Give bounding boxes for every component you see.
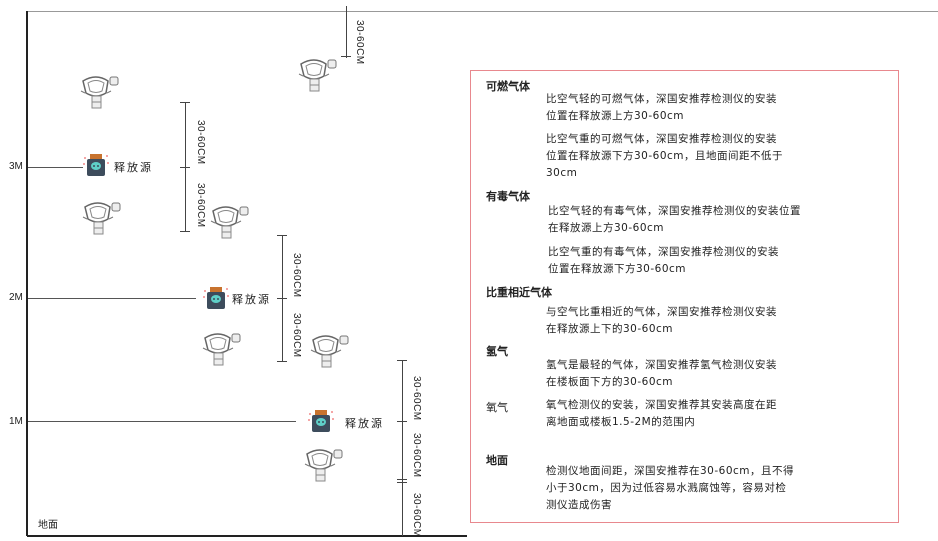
dimension-tick: [397, 421, 407, 422]
section-title-ground: 地面: [486, 454, 508, 467]
guideline-paragraph: 检测仪地面间距，深国安推荐在30-60cm，且不得 小于30cm，因为过低容易水溅…: [546, 465, 795, 511]
dimension-label: 30-60CM: [195, 120, 206, 165]
gas-detector-icon: [208, 203, 252, 243]
release-source-icon: [308, 408, 334, 438]
dimension-line: [402, 360, 403, 536]
release-source-label: 释放源: [114, 161, 153, 174]
level-1m-line: [28, 421, 296, 422]
guideline-paragraph: 与空气比重相近的气体，深国安推荐检测仪安装 在释放源上下的30-60cm: [546, 306, 777, 335]
ground-label: 地面: [38, 520, 58, 531]
level-3m-line: [28, 167, 83, 168]
gas-detector-icon: [78, 73, 122, 113]
dimension-tick: [180, 231, 190, 232]
dimension-label: 30-60CM: [411, 433, 422, 478]
release-source-icon: [203, 285, 229, 315]
gas-detector-icon: [302, 446, 346, 486]
wall-line: [26, 11, 28, 536]
dimension-tick: [180, 102, 190, 103]
dimension-label: 30-60CM: [195, 183, 206, 228]
dimension-label: 30-60CM: [354, 20, 365, 65]
guideline-paragraph: 比空气重的有毒气体，深国安推荐检测仪的安装 位置在释放源下方30-60cm: [548, 246, 779, 275]
level-1m-label: 1M: [9, 416, 23, 427]
dimension-tick: [397, 360, 407, 361]
section-title-hydrogen: 氢气: [486, 345, 508, 358]
dimension-tick: [277, 235, 287, 236]
gas-detector-icon: [308, 332, 352, 372]
dimension-label: 30-60CM: [411, 493, 422, 538]
dimension-label: 30-60CM: [291, 253, 302, 298]
section-title-similar-density: 比重相近气体: [486, 286, 552, 299]
section-title-oxygen: 氧气: [486, 401, 508, 414]
gas-detector-icon: [200, 330, 244, 370]
level-2m-line: [28, 298, 196, 299]
release-source-label: 释放源: [345, 417, 384, 430]
dimension-tick: [277, 361, 287, 362]
gas-detector-icon: [80, 199, 124, 239]
level-2m-label: 2M: [9, 292, 23, 303]
dimension-line: [346, 6, 347, 58]
guideline-paragraph: 氧气检测仪的安装，深国安推荐其安装高度在距 离地面或楼板1.5-2M的范围内: [546, 399, 777, 428]
guideline-paragraph: 比空气轻的可燃气体，深国安推荐检测仪的安装 位置在释放源上方30-60cm: [546, 93, 777, 122]
section-title-toxic: 有毒气体: [486, 190, 530, 203]
ceiling-line: [27, 11, 938, 12]
section-title-combustible: 可燃气体: [486, 80, 530, 93]
installation-guidelines-box: 可燃气体 比空气轻的可燃气体，深国安推荐检测仪的安装 位置在释放源上方30-60c…: [470, 70, 899, 523]
guideline-paragraph: 比空气重的可燃气体，深国安推荐检测仪的安装 位置在释放源下方30-60cm，且地面…: [546, 133, 784, 179]
dimension-tick: [277, 298, 287, 299]
level-3m-label: 3M: [9, 161, 23, 172]
guideline-paragraph: 氢气是最轻的气体，深国安推荐氢气检测仪安装 在楼板面下方的30-60cm: [546, 359, 777, 388]
dimension-tick: [341, 56, 351, 57]
gas-detector-icon: [296, 56, 340, 96]
dimension-tick: [180, 167, 190, 168]
dimension-label: 30-60CM: [291, 313, 302, 358]
guideline-paragraph: 比空气轻的有毒气体，深国安推荐检测仪的安装位置 在释放源上方30-60cm: [548, 205, 801, 234]
dimension-tick: [397, 479, 407, 480]
ground-line: [27, 535, 467, 537]
release-source-label: 释放源: [232, 293, 271, 306]
dimension-tick: [397, 482, 407, 483]
dimension-label: 30-60CM: [411, 376, 422, 421]
release-source-icon: [83, 152, 109, 182]
